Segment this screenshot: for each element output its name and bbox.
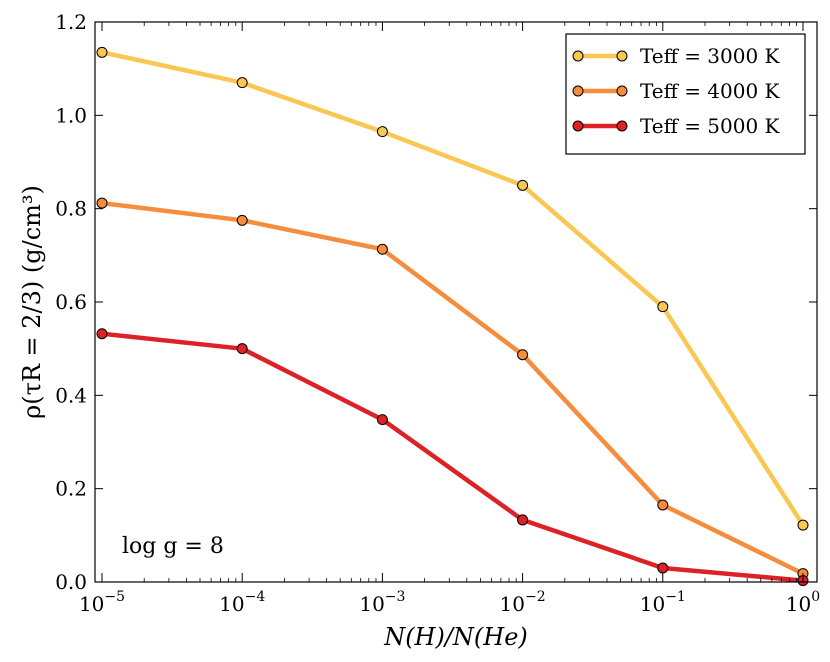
- data-point: [657, 562, 669, 574]
- data-point: [797, 519, 809, 531]
- legend-marker: [572, 50, 584, 62]
- x-tick-label: 10−4: [219, 589, 265, 616]
- legend: Teff = 3000 K Teff = 4000 K Teff = 5000 K: [565, 33, 806, 155]
- legend-entry-2: Teff = 5000 K: [640, 114, 781, 138]
- legend-marker: [616, 85, 628, 97]
- y-tick-label: 1.0: [55, 103, 87, 127]
- y-tick-label: 0.0: [55, 570, 87, 594]
- legend-marker: [572, 85, 584, 97]
- data-point: [96, 46, 108, 58]
- plot-area: [96, 46, 809, 587]
- data-point: [236, 214, 248, 226]
- legend-entry-1: Teff = 4000 K: [640, 79, 781, 103]
- data-point: [236, 343, 248, 355]
- data-point: [96, 328, 108, 340]
- series-line-0: [101, 50, 805, 527]
- y-tick-label: 0.6: [55, 290, 87, 314]
- x-tick-label: 10−2: [500, 589, 546, 616]
- data-point: [376, 126, 388, 138]
- legend-marker: [616, 120, 628, 132]
- y-tick-label: 0.4: [55, 383, 87, 407]
- data-point: [517, 349, 529, 361]
- x-tick-label: 10−1: [640, 589, 686, 616]
- data-point: [376, 414, 388, 426]
- series-line-1: [101, 200, 804, 576]
- data-point: [376, 243, 388, 255]
- y-tick-label: 0.8: [55, 197, 87, 221]
- data-point: [517, 514, 529, 526]
- annotation-log-g: log g = 8: [122, 534, 224, 559]
- data-point: [657, 301, 669, 313]
- x-tick-label: 10−5: [79, 589, 125, 616]
- y-tick-label: 0.2: [55, 477, 87, 501]
- x-axis-label: N(H)/N(He): [383, 623, 528, 651]
- legend-entry-0: Teff = 3000 K: [640, 44, 781, 68]
- y-tick-label: 1.2: [55, 10, 87, 34]
- data-point: [517, 179, 529, 191]
- x-tick-label: 10−3: [359, 589, 405, 616]
- y-axis-label: ρ(τR = 2/3) (g/cm³): [18, 185, 46, 419]
- legend-marker: [572, 120, 584, 132]
- x-tick-label: 100: [786, 589, 820, 616]
- axes: 0.0 0.2 0.4 0.6 0.8 1.0 1.2 10−5 10−4 10−3 10−2 10−…: [55, 10, 820, 616]
- data-point: [236, 77, 248, 89]
- data-point: [657, 499, 669, 511]
- data-point: [96, 197, 108, 209]
- series-line-2: [101, 331, 804, 583]
- legend-marker: [616, 50, 628, 62]
